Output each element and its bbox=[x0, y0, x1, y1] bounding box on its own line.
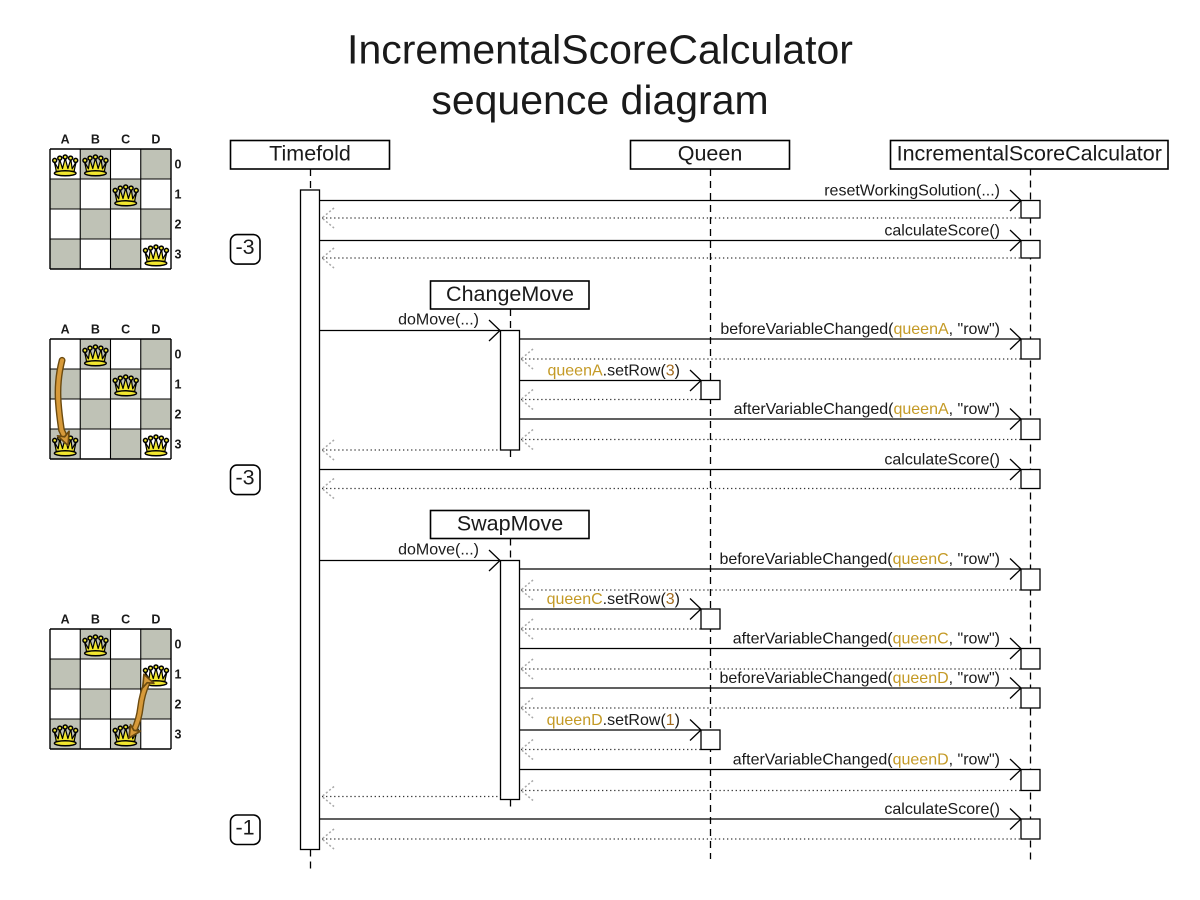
svg-text:afterVariableChanged(queenC, ": afterVariableChanged(queenC, "row") bbox=[733, 631, 1000, 648]
svg-text:beforeVariableChanged(queenC,: beforeVariableChanged(queenC, "row") bbox=[719, 551, 1000, 568]
svg-text:queenA.setRow(3): queenA.setRow(3) bbox=[547, 363, 680, 380]
svg-text:2: 2 bbox=[175, 408, 182, 422]
svg-text:C: C bbox=[121, 132, 130, 146]
svg-text:3: 3 bbox=[175, 438, 182, 452]
svg-text:calculateScore(): calculateScore() bbox=[884, 223, 1000, 240]
svg-text:1: 1 bbox=[175, 668, 182, 682]
svg-text:SwapMove: SwapMove bbox=[457, 512, 563, 536]
svg-text:Timefold: Timefold bbox=[269, 142, 351, 166]
svg-text:afterVariableChanged(queenD, ": afterVariableChanged(queenD, "row") bbox=[733, 752, 1000, 769]
svg-text:D: D bbox=[151, 132, 160, 146]
svg-text:calculateScore(): calculateScore() bbox=[884, 452, 1000, 469]
svg-text:beforeVariableChanged(queenD,: beforeVariableChanged(queenD, "row") bbox=[719, 670, 1000, 687]
svg-text:D: D bbox=[151, 612, 160, 626]
svg-text:D: D bbox=[151, 322, 160, 336]
svg-text:B: B bbox=[91, 132, 100, 146]
svg-text:A: A bbox=[61, 612, 70, 626]
svg-text:2: 2 bbox=[175, 698, 182, 712]
svg-text:IncrementalScoreCalculator: IncrementalScoreCalculator bbox=[347, 27, 853, 73]
svg-text:0: 0 bbox=[175, 638, 182, 652]
svg-text:doMove(...): doMove(...) bbox=[398, 542, 479, 559]
svg-text:A: A bbox=[61, 322, 70, 336]
svg-text:1: 1 bbox=[175, 188, 182, 202]
svg-text:0: 0 bbox=[175, 348, 182, 362]
svg-text:beforeVariableChanged(queenA,: beforeVariableChanged(queenA, "row") bbox=[720, 321, 1000, 338]
svg-text:-3: -3 bbox=[235, 466, 254, 490]
svg-text:A: A bbox=[61, 132, 70, 146]
svg-text:3: 3 bbox=[175, 248, 182, 262]
svg-text:queenD.setRow(1): queenD.setRow(1) bbox=[547, 712, 680, 729]
svg-text:-1: -1 bbox=[235, 816, 254, 840]
svg-text:-3: -3 bbox=[235, 235, 254, 259]
svg-text:IncrementalScoreCalculator: IncrementalScoreCalculator bbox=[897, 142, 1162, 166]
svg-text:afterVariableChanged(queenA, ": afterVariableChanged(queenA, "row") bbox=[734, 401, 1000, 418]
svg-text:0: 0 bbox=[175, 158, 182, 172]
svg-text:doMove(...): doMove(...) bbox=[398, 312, 479, 329]
svg-text:C: C bbox=[121, 612, 130, 626]
svg-text:resetWorkingSolution(...): resetWorkingSolution(...) bbox=[824, 183, 1000, 200]
svg-text:Queen: Queen bbox=[678, 142, 743, 166]
svg-text:1: 1 bbox=[175, 378, 182, 392]
svg-text:sequence diagram: sequence diagram bbox=[431, 77, 768, 123]
svg-text:C: C bbox=[121, 322, 130, 336]
svg-text:3: 3 bbox=[175, 728, 182, 742]
svg-text:2: 2 bbox=[175, 218, 182, 232]
svg-text:calculateScore(): calculateScore() bbox=[884, 801, 1000, 818]
svg-text:B: B bbox=[91, 322, 100, 336]
svg-text:queenC.setRow(3): queenC.setRow(3) bbox=[547, 591, 680, 608]
svg-text:B: B bbox=[91, 612, 100, 626]
svg-text:ChangeMove: ChangeMove bbox=[446, 282, 574, 306]
